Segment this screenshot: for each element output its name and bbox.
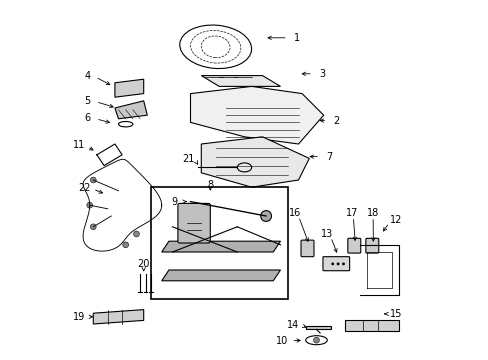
Text: 7: 7 <box>325 152 331 162</box>
Circle shape <box>313 337 319 343</box>
Polygon shape <box>115 101 147 119</box>
Circle shape <box>133 231 139 237</box>
Text: 20: 20 <box>137 258 150 269</box>
Text: 22: 22 <box>78 183 90 193</box>
Polygon shape <box>115 79 143 97</box>
Polygon shape <box>93 310 143 324</box>
Text: 11: 11 <box>73 140 85 150</box>
FancyBboxPatch shape <box>347 238 360 253</box>
Text: 13: 13 <box>320 229 332 239</box>
Text: 21: 21 <box>182 154 195 164</box>
Text: 1: 1 <box>293 33 299 43</box>
Text: 16: 16 <box>288 208 301 218</box>
Polygon shape <box>190 86 323 144</box>
Circle shape <box>90 177 96 183</box>
Text: 5: 5 <box>84 96 90 106</box>
Text: 17: 17 <box>346 208 358 218</box>
Text: 10: 10 <box>276 336 288 346</box>
Polygon shape <box>162 270 280 281</box>
Text: 6: 6 <box>84 113 90 123</box>
Polygon shape <box>201 76 280 86</box>
Text: 19: 19 <box>73 312 85 322</box>
Polygon shape <box>345 320 399 331</box>
Text: 9: 9 <box>171 197 177 207</box>
Text: 15: 15 <box>389 309 402 319</box>
FancyBboxPatch shape <box>365 238 378 253</box>
Polygon shape <box>305 326 330 329</box>
Circle shape <box>330 262 333 265</box>
FancyBboxPatch shape <box>178 203 210 243</box>
Circle shape <box>342 262 344 265</box>
Circle shape <box>122 242 128 248</box>
Text: 12: 12 <box>389 215 401 225</box>
Text: 4: 4 <box>84 71 90 81</box>
FancyBboxPatch shape <box>322 257 349 271</box>
Text: 2: 2 <box>332 116 339 126</box>
FancyBboxPatch shape <box>301 240 313 257</box>
Polygon shape <box>162 241 280 252</box>
Circle shape <box>87 202 92 208</box>
Text: 18: 18 <box>366 208 378 218</box>
Text: 3: 3 <box>318 69 325 79</box>
Text: 14: 14 <box>286 320 299 330</box>
Circle shape <box>336 262 339 265</box>
Polygon shape <box>201 137 309 187</box>
Circle shape <box>90 224 96 230</box>
Circle shape <box>260 211 271 221</box>
Text: 8: 8 <box>207 180 213 190</box>
